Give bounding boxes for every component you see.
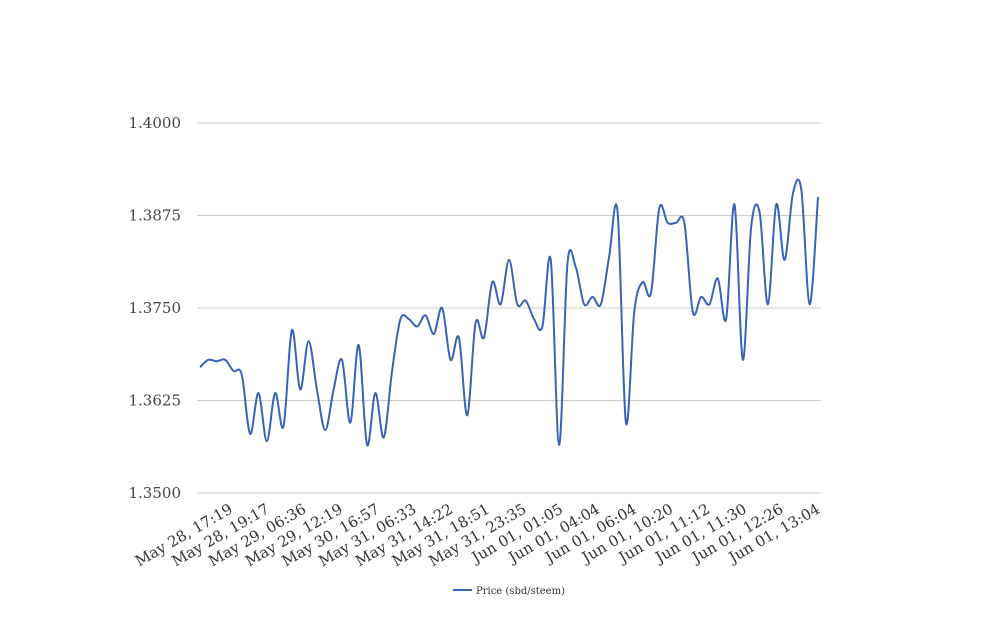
y-axis-ticks: 1.3500 1.3625 1.3750 1.3875 1.4000 (129, 114, 182, 502)
y-tick-label: 1.3625 (129, 392, 182, 410)
legend: Price (sbd/steem) (453, 586, 565, 597)
y-tick-label: 1.3875 (129, 207, 182, 225)
series-line (199, 178, 819, 447)
gridlines (197, 122, 821, 494)
series-layer (199, 178, 819, 447)
y-tick-label: 1.3500 (129, 484, 182, 502)
y-tick-label: 1.4000 (129, 114, 182, 132)
y-tick-label: 1.3750 (129, 299, 182, 317)
legend-label: Price (sbd/steem) (476, 586, 565, 597)
